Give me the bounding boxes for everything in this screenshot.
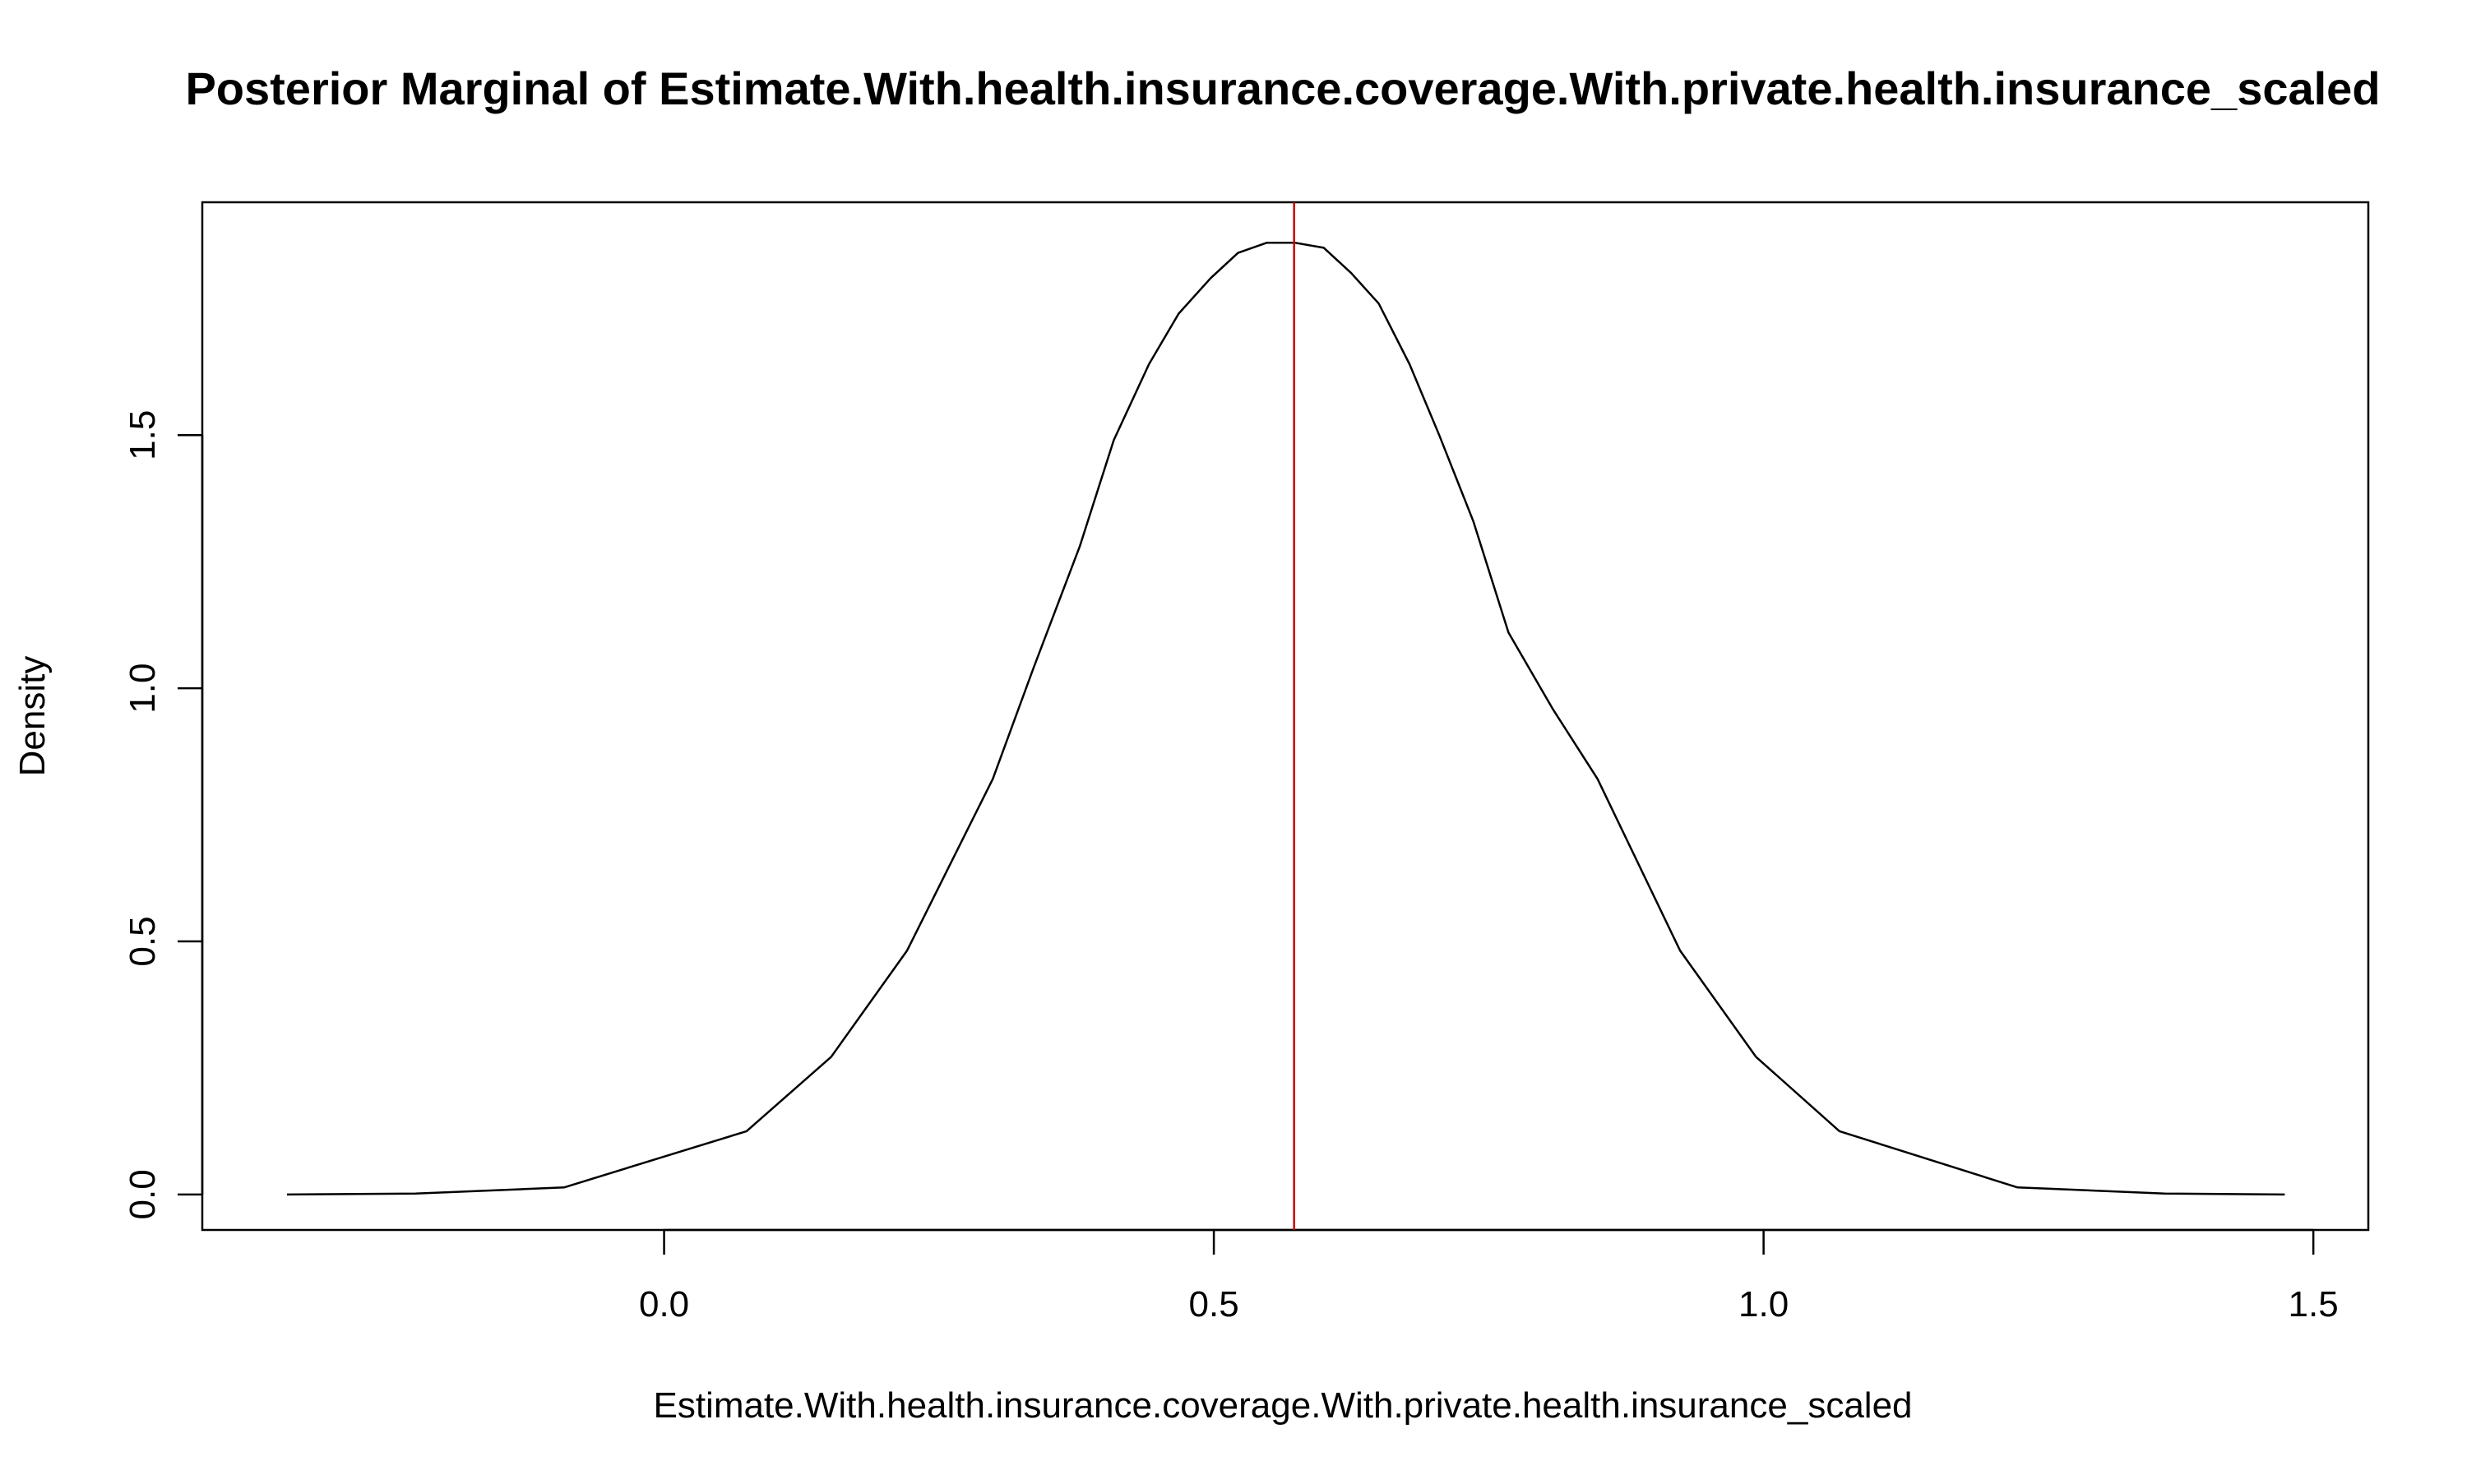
plot-area <box>286 202 2285 1230</box>
y-axis: 0.0 0.5 1.0 1.5 <box>123 410 204 1219</box>
plot-frame <box>201 201 2370 1232</box>
x-axis: 0.0 0.5 1.0 1.5 <box>639 1228 2339 1325</box>
y-axis-label: Density <box>12 656 53 777</box>
y-tick-label: 1.0 <box>123 663 163 714</box>
y-tick-label: 0.5 <box>123 916 163 966</box>
y-tick-label: 1.5 <box>123 410 163 460</box>
x-axis-label: Estimate.With.health.insurance.coverage.… <box>653 1385 1912 1426</box>
x-tick-label: 1.5 <box>2289 1284 2339 1325</box>
y-tick-label: 0.0 <box>123 1169 163 1219</box>
x-tick-label: 0.0 <box>639 1284 689 1325</box>
chart-title: Posterior Marginal of Estimate.With.heal… <box>185 62 2380 114</box>
x-tick-label: 1.0 <box>1738 1284 1789 1325</box>
x-tick-label: 0.5 <box>1189 1284 1239 1325</box>
density-curve <box>286 242 2285 1196</box>
